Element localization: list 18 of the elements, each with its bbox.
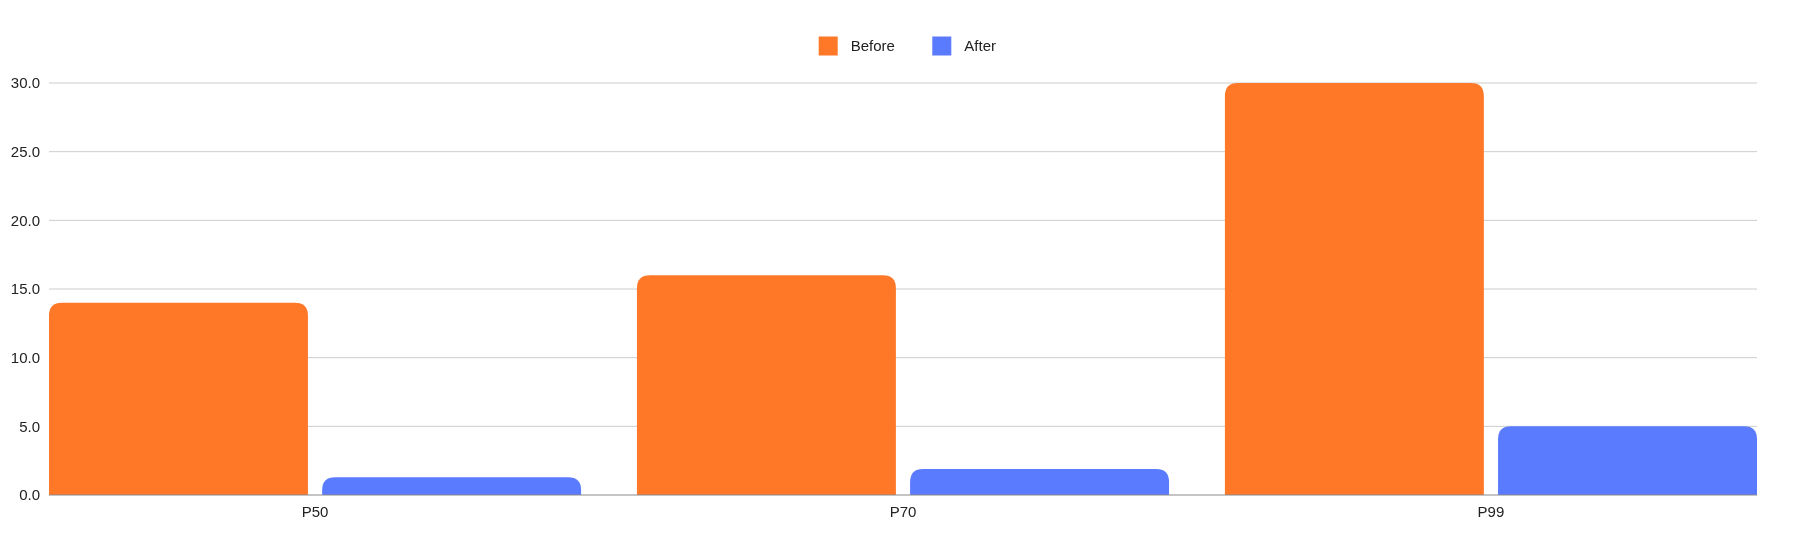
x-tick-label: P70 [889, 503, 917, 521]
y-tick-label: 0.0 [19, 486, 40, 504]
bar [910, 468, 1170, 495]
y-tick-label: 5.0 [19, 417, 40, 435]
bar [322, 477, 582, 495]
bar [636, 275, 896, 495]
y-tick-label: 10.0 [10, 348, 40, 366]
bar [1498, 426, 1757, 495]
y-tick-label: 25.0 [10, 142, 40, 160]
legend-label: After [964, 37, 996, 55]
y-tick-label: 20.0 [10, 211, 40, 229]
bar [49, 302, 308, 495]
legend-label: Before [850, 37, 895, 55]
x-tick-label: P50 [301, 503, 329, 521]
x-tick-label: P99 [1477, 503, 1505, 521]
bar [1224, 83, 1484, 495]
y-tick-label: 15.0 [10, 280, 40, 298]
y-tick-label: 30.0 [10, 74, 40, 92]
